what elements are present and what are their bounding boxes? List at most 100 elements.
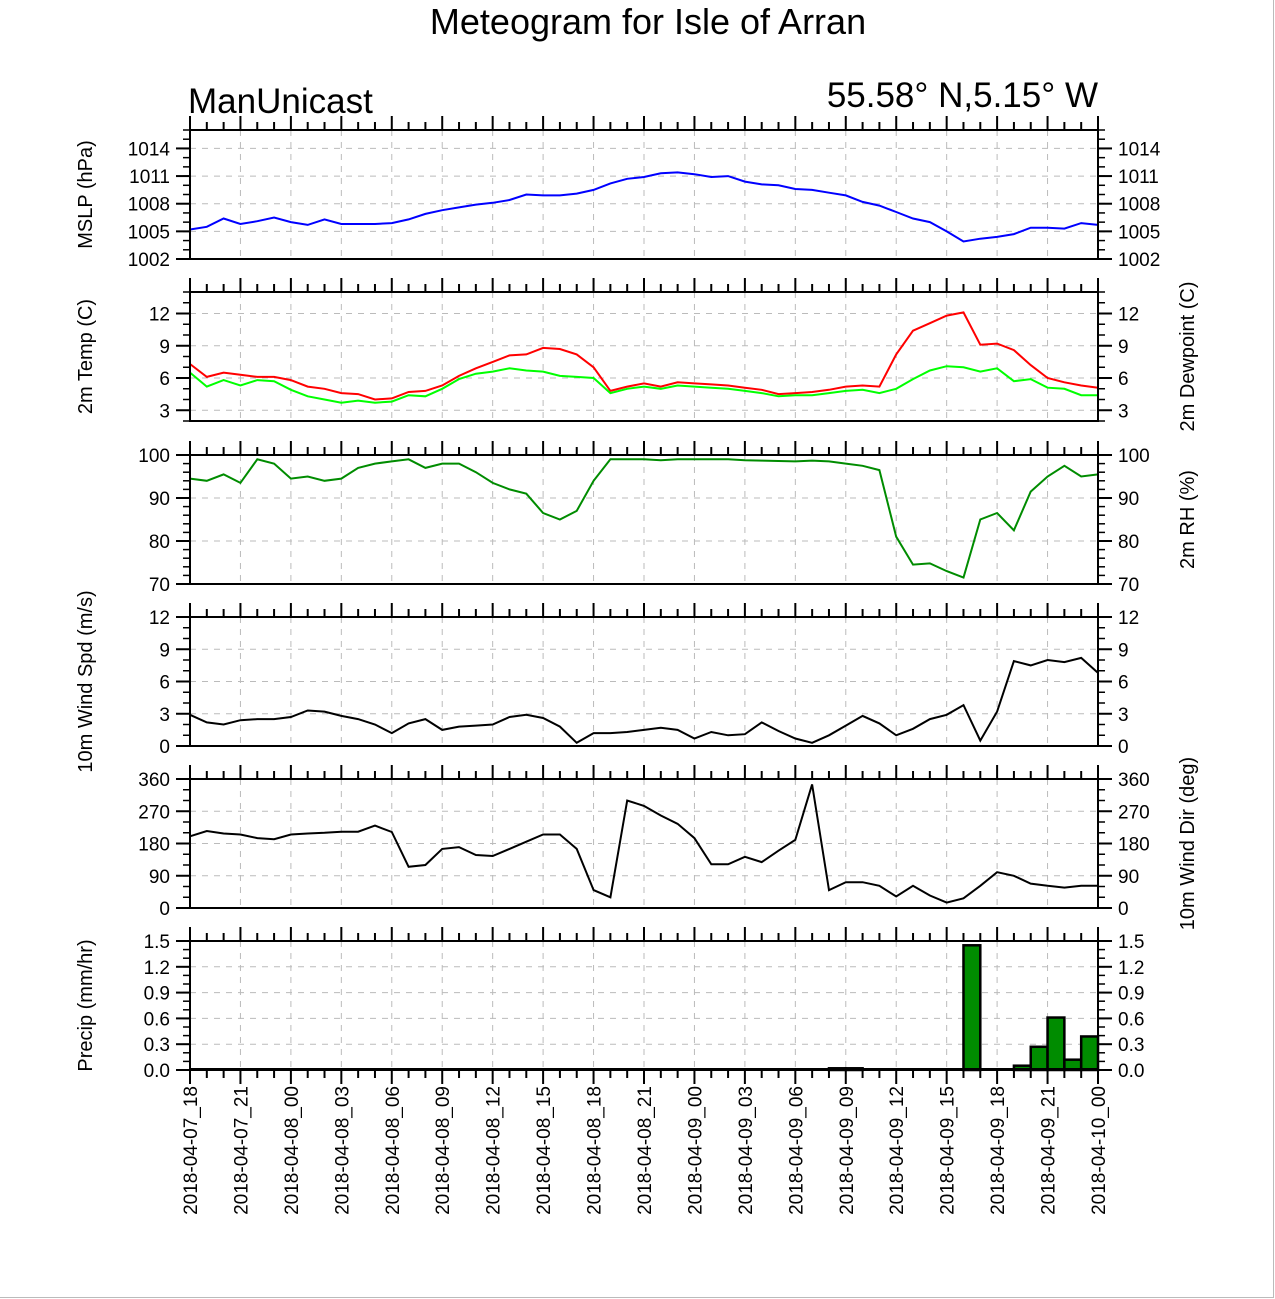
y-tick-label: 180: [138, 835, 170, 856]
y-tick-label-right: 0.0: [1118, 1061, 1144, 1082]
y-axis-label: 2m Temp (C): [75, 299, 97, 414]
x-tick-label: 2018-04-09_21: [1039, 1086, 1060, 1215]
y-tick-label-right: 3: [1118, 705, 1129, 726]
series-line-2m-temp: [189, 311, 1099, 401]
y-tick-label-right: 1.5: [1118, 932, 1144, 953]
series-line-mslp: [189, 171, 1099, 243]
y-tick-label-right: 360: [1118, 770, 1150, 791]
y-tick-label: 9: [159, 640, 170, 661]
x-tick-label: 2018-04-08_00: [282, 1086, 303, 1215]
x-tick-label: 2018-04-09_18: [988, 1086, 1009, 1215]
y-tick-label: 0: [159, 737, 170, 758]
y-tick-label-right: 0: [1118, 899, 1129, 920]
y-tick-label: 90: [149, 867, 170, 888]
y-axis-label-right: 10m Wind Dir (deg): [1177, 757, 1199, 930]
y-tick-label: 1008: [128, 195, 170, 216]
y-tick-label-right: 1011: [1118, 167, 1159, 188]
y-tick-label-right: 12: [1118, 305, 1139, 326]
x-tick-label: 2018-04-07_18: [181, 1086, 202, 1215]
panel-wspd: 0 0 3 3 6 6 9 9 12 12 10m Wind Spd (m/s): [75, 590, 1139, 772]
x-tick-label: 2018-04-07_21: [231, 1086, 252, 1215]
y-tick-label: 0.0: [144, 1061, 170, 1082]
panel-precip: 0.0 0.0 0.3 0.3 0.6 0.6 0.9 0.9 1.2 1.2 1.5 1.5 Prec…: [75, 927, 1144, 1084]
x-tick-label: 2018-04-09_09: [837, 1086, 858, 1215]
y-tick-label-right: 9: [1118, 337, 1129, 358]
y-tick-label-right: 0.3: [1118, 1035, 1144, 1056]
y-tick-label: 1011: [129, 167, 170, 188]
y-tick-label: 360: [138, 770, 170, 791]
y-tick-label-right: 1002: [1118, 250, 1160, 271]
y-tick-label: 1.2: [144, 958, 170, 979]
y-tick-label: 0.3: [144, 1035, 170, 1056]
y-tick-label-right: 1.2: [1118, 958, 1144, 979]
y-tick-label-right: 80: [1118, 532, 1139, 553]
y-tick-label: 1014: [128, 139, 171, 160]
y-tick-label: 90: [149, 489, 170, 510]
location-coordinates: 55.58° N,5.15° W: [827, 76, 1098, 115]
y-tick-label-right: 6: [1118, 673, 1129, 694]
y-tick-label-right: 70: [1118, 575, 1139, 596]
x-tick-label: 2018-04-08_15: [534, 1086, 555, 1215]
y-tick-label: 0: [159, 899, 170, 920]
panel-wdir: 0 0 90 90 180 180 270 270 360 360 10m Wind Dir (de…: [138, 757, 1199, 930]
y-axis-label: 10m Wind Spd (m/s): [75, 590, 97, 772]
y-tick-label: 3: [159, 705, 170, 726]
x-tick-label: 2018-04-08_03: [332, 1086, 353, 1215]
y-axis-label: Precip (mm/hr): [75, 939, 97, 1071]
precip-bar: [1079, 1035, 1100, 1072]
model-name: ManUnicast: [188, 82, 373, 121]
panel-mslp: 1002 1002 1005 1005 1008 1008 1011 1011 1014 1014…: [75, 116, 1161, 271]
panel-temp: 3 3 6 6 9 9 12 12 2m Temp (C) 2m Dewpoint (C): [75, 278, 1199, 432]
series-line-10m-wind-dir: [189, 784, 1098, 904]
x-tick-label: 2018-04-09_06: [786, 1086, 807, 1215]
y-tick-label-right: 6: [1118, 369, 1129, 390]
y-tick-label: 6: [159, 369, 170, 390]
y-tick-label: 3: [159, 401, 170, 422]
y-tick-label: 80: [149, 532, 170, 553]
y-tick-label-right: 100: [1118, 446, 1150, 467]
chart-title: Meteogram for Isle of Arran: [430, 1, 866, 42]
y-tick-label: 1.5: [144, 932, 170, 953]
x-tick-label: 2018-04-10_00: [1089, 1086, 1110, 1215]
y-tick-label-right: 1005: [1118, 222, 1160, 243]
precip-bar: [1046, 1016, 1066, 1072]
y-tick-label: 12: [149, 608, 170, 629]
x-tick-label: 2018-04-09_00: [685, 1086, 706, 1215]
series-line-2m-rh: [189, 458, 1099, 579]
y-tick-label-right: 1014: [1118, 139, 1161, 160]
y-tick-label: 70: [149, 575, 170, 596]
y-tick-label: 100: [138, 446, 170, 467]
x-tick-label: 2018-04-09_03: [736, 1086, 757, 1215]
y-tick-label: 1005: [128, 222, 170, 243]
y-tick-label: 0.9: [144, 984, 170, 1005]
y-tick-label: 1002: [128, 250, 170, 271]
y-tick-label-right: 0: [1118, 737, 1129, 758]
y-tick-label-right: 90: [1118, 489, 1139, 510]
y-tick-label-right: 1008: [1118, 195, 1160, 216]
x-tick-label: 2018-04-09_12: [887, 1086, 908, 1215]
y-tick-label-right: 90: [1118, 867, 1139, 888]
precip-bar: [962, 944, 982, 1072]
y-tick-label: 270: [138, 802, 170, 823]
y-axis-label: MSLP (hPa): [75, 140, 97, 249]
y-tick-label: 12: [149, 305, 170, 326]
y-tick-label-right: 0.9: [1118, 984, 1144, 1005]
y-tick-label: 9: [159, 337, 170, 358]
y-tick-label-right: 0.6: [1118, 1009, 1144, 1030]
y-axis-label-right: 2m RH (%): [1177, 470, 1199, 569]
y-tick-label: 0.6: [144, 1009, 170, 1030]
x-tick-label: 2018-04-08_12: [484, 1086, 505, 1215]
precip-bar: [1029, 1045, 1049, 1072]
y-tick-label-right: 12: [1118, 608, 1139, 629]
panel-rh: 70 70 80 80 90 90 100 100 2m RH (%): [138, 441, 1199, 596]
x-tick-label: 2018-04-08_09: [433, 1086, 454, 1215]
x-tick-label: 2018-04-09_15: [938, 1086, 959, 1215]
y-tick-label-right: 270: [1118, 802, 1150, 823]
series-line-10m-wind-spd: [189, 656, 1099, 745]
y-tick-label-right: 3: [1118, 401, 1129, 422]
x-tick-label: 2018-04-08_18: [585, 1086, 606, 1215]
y-tick-label-right: 9: [1118, 640, 1129, 661]
x-tick-label: 2018-04-08_21: [635, 1086, 656, 1215]
